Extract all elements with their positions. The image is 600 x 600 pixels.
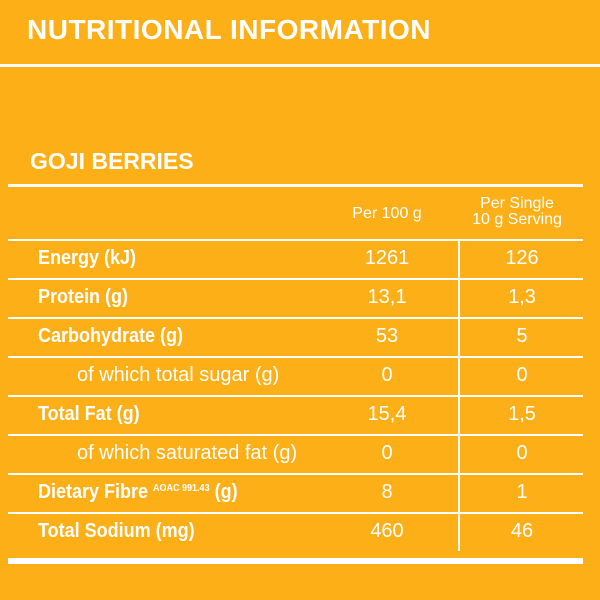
row-label-text: of which total sugar (g) <box>77 364 280 386</box>
row-label: Protein (g) <box>38 286 128 309</box>
value-per-serving: 0 <box>516 442 528 464</box>
row-divider <box>8 278 583 280</box>
row-label-text: Dietary Fibre <box>38 481 149 503</box>
row-unit: (g) <box>214 481 238 503</box>
table-row: Dietary Fibre AOAC 991.43 (g) 8 1 <box>8 473 583 512</box>
bottom-rule <box>8 558 583 564</box>
table-row: Energy (kJ) 1261 126 <box>8 239 583 278</box>
table-row: Protein (g) 13,1 1,3 <box>8 278 583 317</box>
row-label: Total Sodium (mg) <box>38 520 195 543</box>
row-label-text: Energy (kJ) <box>38 247 137 269</box>
value-per-100g: 13,1 <box>367 286 407 308</box>
divider <box>8 184 583 187</box>
value-per-100g: 53 <box>375 325 399 347</box>
value-per-100g: 460 <box>370 520 404 542</box>
row-divider <box>8 239 583 241</box>
row-divider <box>8 317 583 319</box>
row-label-text: Total Fat (g) <box>38 403 140 425</box>
value-per-100g: 1261 <box>364 247 410 269</box>
row-label: Energy (kJ) <box>38 247 136 270</box>
column-header-line-1: Per Single <box>480 195 554 212</box>
row-label-text: Carbohydrate (g) <box>38 325 184 347</box>
table-row: Total Fat (g) 15,4 1,5 <box>8 395 583 434</box>
table-row: Carbohydrate (g) 53 5 <box>8 317 583 356</box>
value-per-100g: 8 <box>381 481 393 503</box>
row-label-text: Protein (g) <box>38 286 128 308</box>
value-per-serving: 1,5 <box>508 403 536 425</box>
row-label-text: of which saturated fat (g) <box>77 442 298 464</box>
value-per-serving: 5 <box>516 325 528 347</box>
method-superscript: AOAC 991.43 <box>153 483 210 494</box>
table-row: of which total sugar (g) 0 0 <box>8 356 583 395</box>
row-divider <box>8 512 583 514</box>
row-label: Carbohydrate (g) <box>38 325 183 348</box>
value-per-serving: 1 <box>516 481 528 503</box>
page-title: NUTRITIONAL INFORMATION <box>27 14 431 45</box>
row-divider <box>8 434 583 436</box>
value-per-serving: 46 <box>510 520 534 542</box>
product-name: GOJI BERRIES <box>30 148 194 174</box>
row-label: of which total sugar (g) <box>77 364 279 387</box>
row-divider <box>8 395 583 397</box>
table-row: of which saturated fat (g) 0 0 <box>8 434 583 473</box>
row-label: Dietary Fibre AOAC 991.43 (g) <box>38 481 238 504</box>
column-header-line-2: 10 g Serving <box>472 211 562 228</box>
row-divider <box>8 356 583 358</box>
value-per-serving: 126 <box>505 247 539 269</box>
value-per-serving: 1,3 <box>508 286 536 308</box>
value-per-100g: 15,4 <box>367 403 407 425</box>
row-label-text: Total Sodium (mg) <box>38 520 195 542</box>
row-label: of which saturated fat (g) <box>77 442 297 465</box>
value-per-100g: 0 <box>381 364 393 386</box>
row-divider <box>8 473 583 475</box>
table-row: Total Sodium (mg) 460 46 <box>8 512 583 551</box>
value-per-100g: 0 <box>381 442 393 464</box>
row-label: Total Fat (g) <box>38 403 140 426</box>
value-per-serving: 0 <box>516 364 528 386</box>
divider <box>0 64 600 67</box>
column-header-per-100g: Per 100 g <box>352 205 422 222</box>
column-header-per-serving: Per Single 10 g Serving <box>452 196 582 228</box>
